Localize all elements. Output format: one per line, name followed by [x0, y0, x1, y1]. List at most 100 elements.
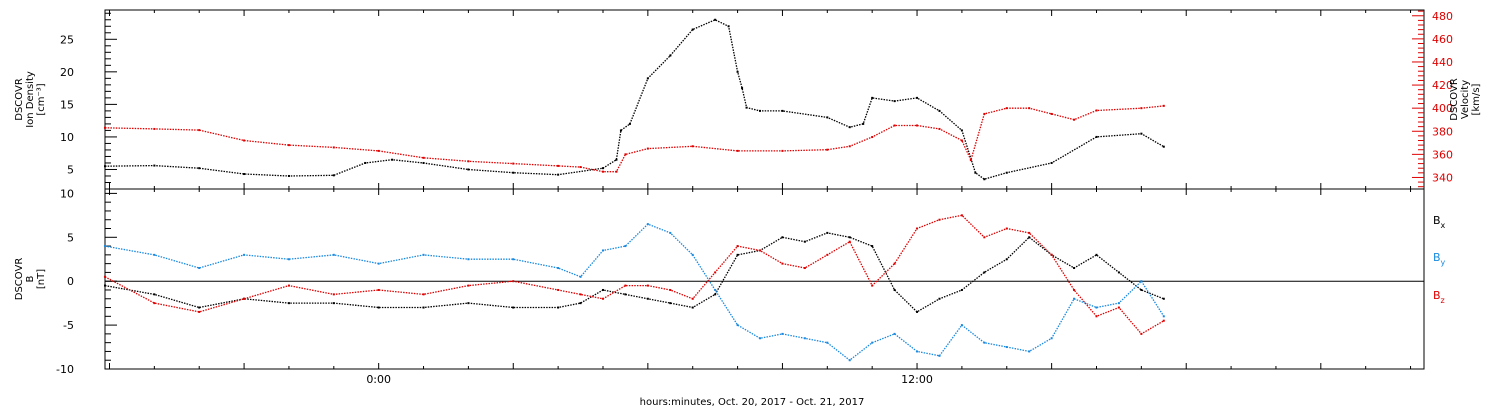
right-y-tick-label: 440: [1432, 56, 1453, 69]
velocity-series-point: [1050, 112, 1053, 115]
by-series-point: [714, 288, 717, 291]
bx-series-point: [1028, 236, 1031, 239]
bx-series-point: [938, 297, 941, 300]
bz-series-point: [1028, 231, 1031, 234]
ion-density-series-point: [512, 171, 515, 174]
velocity-series-point: [1162, 104, 1165, 107]
bx-series-point: [1140, 288, 1143, 291]
velocity-series-point: [104, 126, 106, 129]
ion-density-series: [104, 19, 1165, 180]
velocity-series-point: [512, 162, 515, 165]
by-series-point: [104, 245, 106, 248]
bottom-panel-frame: [104, 188, 1425, 370]
ion-density-series-point: [714, 18, 717, 21]
ion-density-series-point: [759, 109, 762, 112]
bx-series-point: [1005, 258, 1008, 261]
by-series-point: [646, 223, 649, 226]
bx-series-point: [422, 306, 425, 309]
ion-density-series-point: [364, 161, 367, 164]
bx-series-point: [1162, 297, 1165, 300]
velocity-series-point: [781, 149, 784, 152]
velocity-series-point: [871, 136, 874, 139]
by-series-point: [153, 253, 156, 256]
by-series-point: [624, 245, 627, 248]
by-series-point: [601, 249, 604, 252]
left-y-tick-label: 0: [67, 275, 74, 288]
left-axis-title-line: DSCOVR: [14, 258, 25, 301]
ion-density-series-point: [871, 96, 874, 99]
legend-label-main: B: [1433, 251, 1441, 264]
right-y-tick-label: 340: [1432, 171, 1453, 184]
right-y-tick-label: 480: [1432, 10, 1453, 23]
velocity-series-point: [1140, 107, 1143, 110]
by-series-point: [1162, 315, 1165, 318]
by-series-point: [422, 253, 425, 256]
ion-density-series-point: [1095, 135, 1098, 138]
velocity-series-point: [198, 129, 201, 132]
by-series-point: [960, 324, 963, 327]
by-series-point: [983, 341, 986, 344]
bz-series-point: [422, 293, 425, 296]
right-axis-title-line: Velocity: [1460, 80, 1471, 119]
ion-density-series-point: [422, 161, 425, 164]
ion-density-series-point: [691, 28, 694, 31]
bz-series-point: [893, 262, 896, 265]
bx-series-point: [848, 236, 851, 239]
bx-series-point: [512, 306, 515, 309]
bx-series-point: [579, 302, 582, 305]
velocity-series-point: [467, 160, 470, 163]
legend-entry-x: Bx: [1433, 214, 1446, 230]
bx-series-point: [960, 288, 963, 291]
bx-series-point: [377, 306, 380, 309]
ion-density-series-point: [1162, 145, 1165, 148]
ion-density-series-point: [646, 77, 649, 80]
left-axis-title-line: DSCOVR: [14, 78, 25, 121]
velocity-series: [104, 105, 1164, 173]
bz-series-point: [848, 240, 851, 243]
left-y-tick-label: -10: [56, 363, 74, 376]
bz-series-point: [332, 293, 335, 296]
bx-series-point: [916, 310, 919, 313]
top-panel-frame: [104, 9, 1425, 190]
bz-series-point: [1050, 253, 1053, 256]
by-series-point: [1117, 302, 1120, 305]
bx-series-point: [871, 245, 874, 248]
bx-series-point: [557, 306, 560, 309]
bx-series-point: [893, 288, 896, 291]
left-axis-title-line: Ion Density: [25, 71, 36, 128]
by-series-point: [332, 253, 335, 256]
ion-density-series-point: [745, 106, 748, 109]
bx-series-point: [1095, 253, 1098, 256]
bz-series-point: [1162, 319, 1165, 322]
by-series-point: [467, 258, 470, 261]
legend-label-main: B: [1433, 289, 1441, 302]
velocity-series-point: [601, 170, 604, 173]
bz-series-point: [669, 288, 672, 291]
velocity-series-point: [377, 149, 380, 152]
velocity-series-point: [1095, 109, 1098, 112]
legend-label-sub: z: [1441, 296, 1445, 305]
ion-density-series-point: [153, 164, 156, 167]
bx-series-point: [646, 297, 649, 300]
ion-density-series-point: [862, 122, 865, 125]
bz-series-point: [736, 245, 739, 248]
bz-series-point: [198, 310, 201, 313]
by-series-point: [803, 337, 806, 340]
bx-series-point: [332, 302, 335, 305]
bx-series-point: [691, 306, 694, 309]
ion-density-series-point: [893, 100, 896, 103]
by-series-point: [198, 267, 201, 270]
bz-series-point: [871, 284, 874, 287]
ion-density-series-point: [198, 167, 201, 170]
by-series-point: [759, 337, 762, 340]
bx-series-point: [736, 253, 739, 256]
by-series-point: [1028, 350, 1031, 353]
ion-density-series-point: [669, 54, 672, 57]
by-series-point: [1140, 280, 1143, 283]
legend-label-sub: y: [1441, 258, 1446, 267]
right-axis-title-line: DSCOVR: [1449, 78, 1460, 121]
bz-series-point: [243, 297, 246, 300]
ion-density-series-point: [601, 167, 604, 170]
